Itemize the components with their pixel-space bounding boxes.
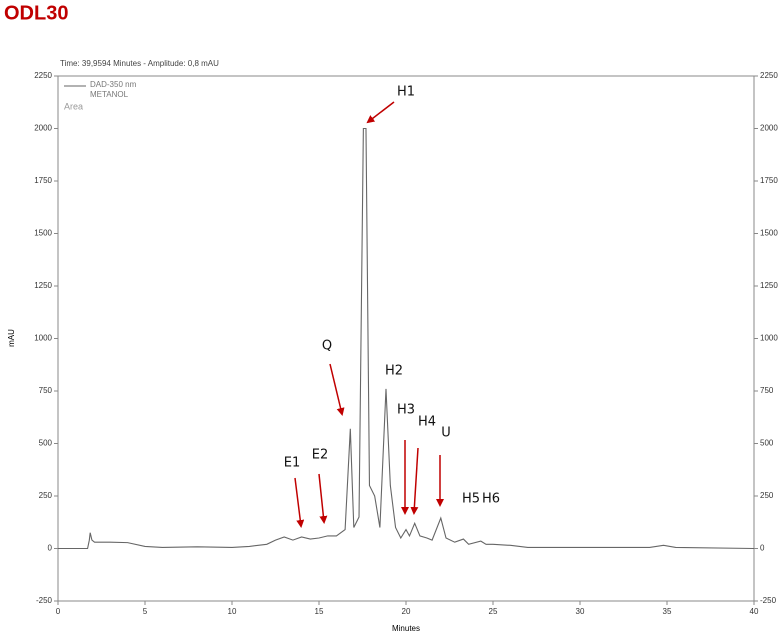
peak-label: H2 (385, 364, 403, 379)
y2-tick-label: 1000 (760, 334, 778, 343)
x-tick-label: 25 (489, 607, 498, 616)
peak-label: E1 (284, 456, 301, 471)
peak-arrow (329, 363, 345, 416)
y2-tick-label: 0 (760, 544, 765, 553)
y2-tick-label: 2250 (760, 71, 778, 80)
peak-label: H1 (397, 85, 415, 100)
x-tick-label: 40 (750, 607, 759, 616)
y-axis-label: mAU (7, 329, 16, 347)
peak-arrow (410, 447, 419, 515)
y-tick-label: 1250 (34, 281, 52, 290)
chart-title: ODL30 (4, 2, 68, 24)
peak-arrow (366, 101, 395, 124)
x-tick-label: 35 (663, 607, 672, 616)
x-tick-label: 5 (143, 607, 148, 616)
peak-label: H5 (462, 492, 480, 507)
x-tick-label: 0 (56, 607, 61, 616)
chromatogram-line (58, 127, 755, 550)
x-tick-label: 30 (576, 607, 585, 616)
x-axis-label: Minutes (392, 624, 420, 633)
legend-label: METANOL (90, 90, 129, 99)
legend-label: Area (64, 101, 83, 111)
peak-arrow (318, 473, 328, 524)
y-tick-label: 0 (48, 544, 53, 553)
y2-tick-label: 1250 (760, 281, 778, 290)
legend-label: DAD-350 nm (90, 80, 137, 89)
x-tick-label: 20 (402, 607, 411, 616)
x-tick-label: 15 (315, 607, 324, 616)
y2-tick-label: -250 (760, 596, 777, 605)
y-tick-label: 2250 (34, 71, 52, 80)
peak-label: H6 (482, 492, 500, 507)
x-tick-label: 10 (228, 607, 237, 616)
y-tick-label: 1500 (34, 229, 52, 238)
y-tick-label: 750 (39, 386, 53, 395)
y2-tick-label: 250 (760, 491, 774, 500)
subtitle: Time: 39,9594 Minutes - Amplitude: 0,8 m… (60, 59, 219, 68)
plot-frame (57, 75, 755, 602)
y-tick-label: 1000 (34, 334, 52, 343)
y2-tick-label: 500 (760, 439, 774, 448)
y-tick-label: 1750 (34, 176, 52, 185)
y2-tick-label: 750 (760, 386, 774, 395)
peak-label: H4 (418, 415, 436, 430)
peak-label: E2 (312, 448, 329, 463)
y2-tick-label: 1500 (760, 229, 778, 238)
peak-label: U (441, 426, 451, 441)
peak-label: Q (322, 339, 332, 354)
peak-label: H3 (397, 403, 415, 418)
peak-arrow (294, 477, 305, 528)
y-tick-label: 500 (39, 439, 53, 448)
y-tick-label: 2000 (34, 124, 52, 133)
y2-tick-label: 2000 (760, 124, 778, 133)
y-tick-label: -250 (36, 596, 53, 605)
y2-tick-label: 1750 (760, 176, 778, 185)
y-tick-label: 250 (39, 491, 53, 500)
